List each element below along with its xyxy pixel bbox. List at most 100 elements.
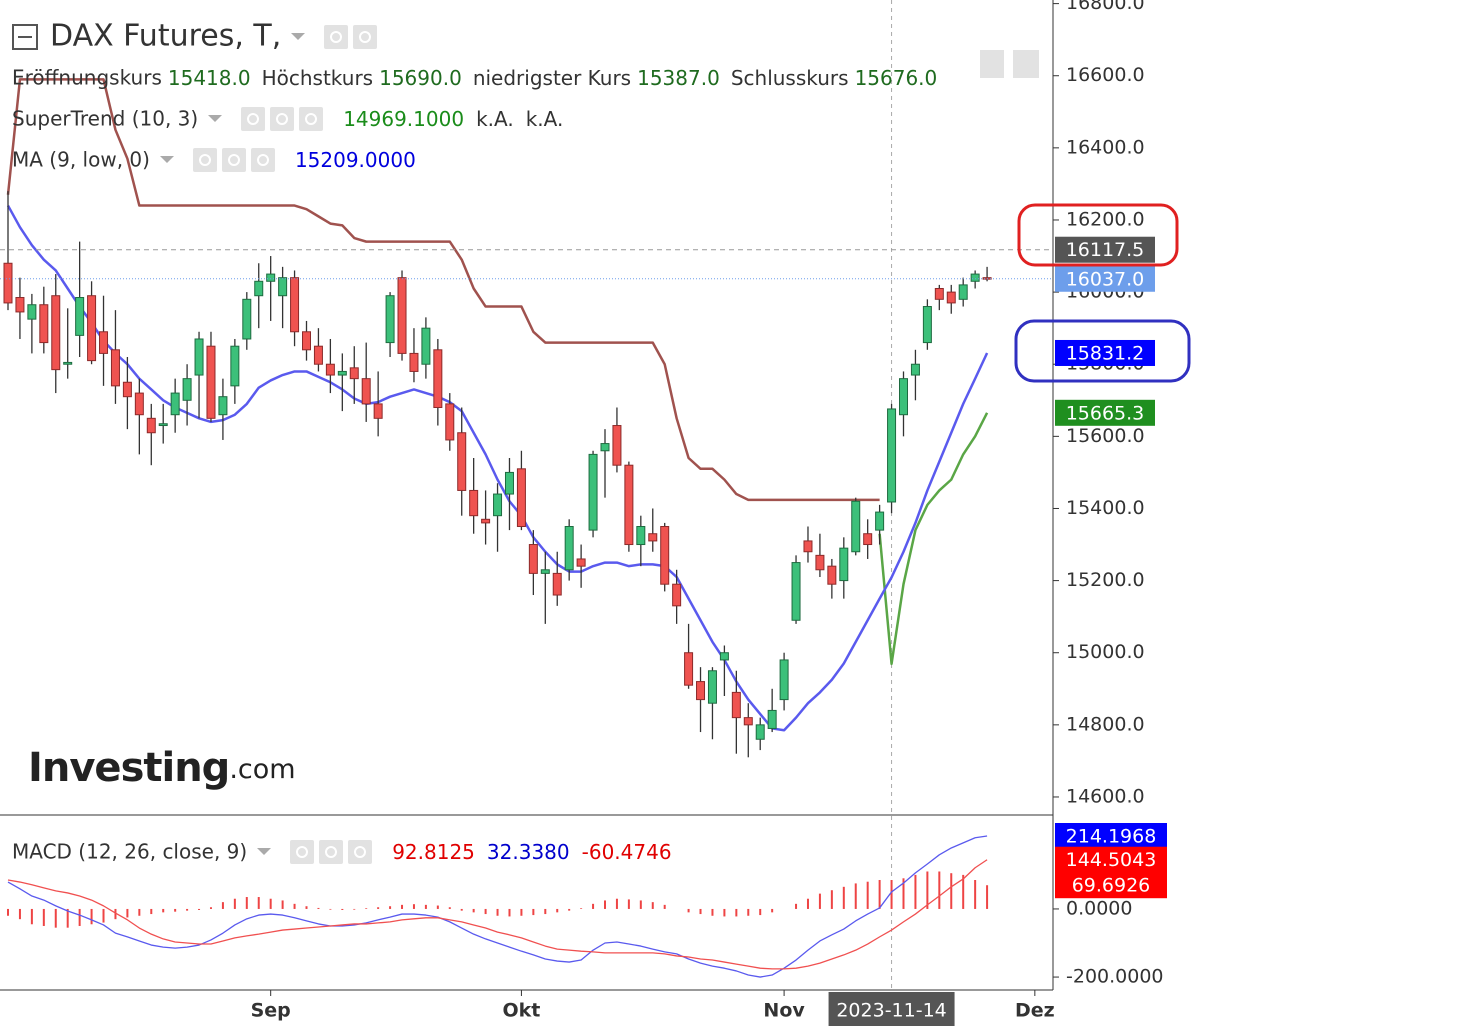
histogram-bar <box>735 908 738 917</box>
candle-body <box>552 572 562 596</box>
settings-button[interactable] <box>353 24 378 49</box>
candle-body <box>791 562 801 621</box>
histogram-bar <box>472 908 475 913</box>
histogram-bar <box>795 903 798 909</box>
remove-button[interactable] <box>348 839 373 864</box>
candle-body <box>624 464 634 546</box>
histogram-bar <box>747 908 750 916</box>
histogram-bar <box>711 908 714 916</box>
candle-body <box>170 392 180 416</box>
x-tick-label: Nov <box>763 1000 805 1022</box>
histogram-bar <box>114 908 117 920</box>
histogram-bar <box>174 908 177 912</box>
candle-body <box>504 471 514 495</box>
candle-body <box>397 277 407 354</box>
price-badge <box>1055 846 1167 873</box>
histogram-bar <box>30 908 33 925</box>
candle-body <box>516 468 526 528</box>
x-tick-label: Dez <box>1015 1000 1055 1022</box>
histogram-bar <box>580 908 583 909</box>
y-tick-label: 15600.0 <box>1066 425 1145 447</box>
histogram-bar <box>162 908 165 913</box>
settings-button[interactable] <box>221 147 246 172</box>
y-tick-label: 14800.0 <box>1066 713 1145 735</box>
candle-body <box>325 363 335 376</box>
histogram-bar <box>198 908 201 910</box>
candle-body <box>469 489 479 517</box>
candle-body <box>767 709 777 729</box>
candle-body <box>278 277 288 297</box>
histogram-bar <box>54 908 57 928</box>
candle-body <box>755 724 765 740</box>
price-badge-label: 16037.0 <box>1066 268 1145 290</box>
indicator-value: 15209.0000 <box>294 147 416 172</box>
ohlc-legend: Eröffnungskurs 15418.0 Höchstkurs 15690.0 ni… <box>12 61 937 91</box>
dropdown[interactable] <box>159 156 174 163</box>
x-tick-label: Okt <box>502 1000 540 1022</box>
indicator-value: 92.8125 <box>392 839 475 864</box>
candle-body <box>361 378 371 405</box>
candle-body <box>636 526 646 546</box>
histogram-bar <box>78 908 81 926</box>
candle-body <box>922 306 932 344</box>
candle-body <box>63 361 73 365</box>
candle-body <box>493 493 503 517</box>
ohlc-label: Eröffnungskurs <box>12 65 162 90</box>
visibility-button[interactable] <box>290 839 315 864</box>
candle-body <box>648 533 658 542</box>
indicator-name: SuperTrend (10, 3) <box>12 106 199 131</box>
candle-body <box>110 349 120 387</box>
candle-body <box>421 327 431 365</box>
histogram-bar <box>377 907 380 909</box>
histogram-bar <box>592 903 595 909</box>
scroll-button[interactable] <box>1013 50 1039 78</box>
histogram-bar <box>221 902 224 909</box>
candle-body <box>958 284 968 300</box>
candle-body <box>146 417 156 434</box>
candle-body <box>39 304 49 344</box>
histogram-bar <box>544 908 547 915</box>
histogram-bar <box>568 908 571 911</box>
settings-button[interactable] <box>270 106 295 131</box>
histogram-bar <box>484 908 487 915</box>
histogram-bar <box>854 883 857 909</box>
settings-button[interactable] <box>319 839 344 864</box>
candle-body <box>15 297 25 313</box>
indicator-line <box>7 859 988 970</box>
indicator-value: 32.3380 <box>486 839 570 864</box>
visibility-button[interactable] <box>324 24 349 49</box>
ohlc-label: Höchstkurs <box>261 65 374 90</box>
histogram-bar <box>866 881 869 909</box>
remove-button[interactable] <box>299 106 324 131</box>
histogram-bar <box>723 908 726 917</box>
dropdown[interactable] <box>208 115 223 122</box>
visibility-button[interactable] <box>241 106 266 131</box>
indicator-value: -60.4746 <box>581 839 672 864</box>
histogram-bar <box>604 900 606 909</box>
candle-body <box>731 691 741 719</box>
remove-button[interactable] <box>250 147 275 172</box>
dropdown[interactable] <box>291 33 306 40</box>
dropdown[interactable] <box>257 848 272 855</box>
visibility-button[interactable] <box>192 147 217 172</box>
y-tick-label: 16800.0 <box>1066 0 1145 14</box>
price-badge <box>1055 872 1167 899</box>
ohlc-value: 15690.0 <box>379 65 462 90</box>
collapse-button[interactable] <box>12 23 38 50</box>
candle-body <box>875 511 885 531</box>
histogram-bar <box>926 871 929 909</box>
histogram-bar <box>102 908 105 923</box>
y-tick-label: 16600.0 <box>1066 64 1145 86</box>
candle-body <box>290 277 300 333</box>
watermark-brand: Investing <box>28 745 229 791</box>
candle-body <box>122 381 132 398</box>
ohlc-value: 15418.0 <box>167 65 251 90</box>
candle-body <box>946 291 956 304</box>
scroll-button[interactable] <box>980 50 1004 78</box>
histogram-bar <box>639 900 642 909</box>
price-badge-label: 15665.3 <box>1066 402 1145 424</box>
x-tick-label: Sep <box>251 1000 291 1022</box>
candle-body <box>3 262 13 304</box>
candle-body <box>87 295 97 362</box>
crosshair-date-badge <box>828 992 955 1026</box>
